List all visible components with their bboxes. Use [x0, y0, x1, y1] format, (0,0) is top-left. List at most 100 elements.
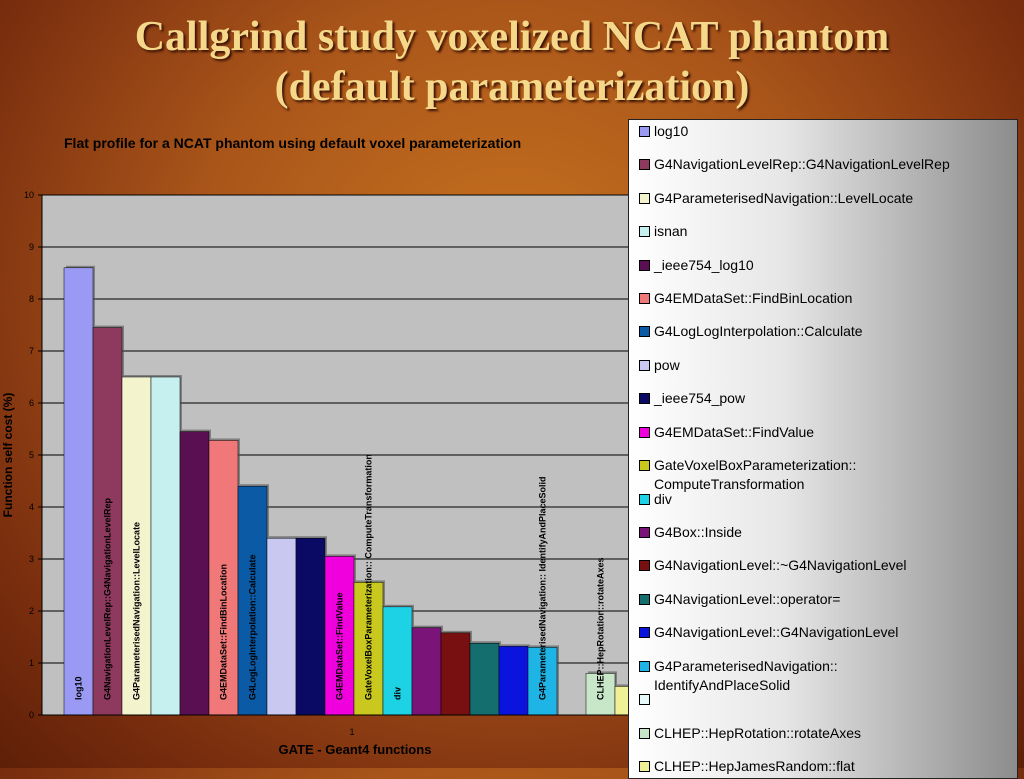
legend-swatch [639, 527, 650, 538]
bar-data-label: G4NavigationLevelRep::G4NavigationLevelR… [103, 497, 113, 700]
legend-swatch [639, 727, 650, 739]
legend-swatch [639, 259, 650, 271]
legend-label: IdentifyAndPlaceSolid [654, 676, 791, 693]
legend-swatch [639, 359, 650, 371]
legend-item: div [639, 490, 1011, 509]
bar [63, 267, 94, 716]
bar [324, 556, 355, 716]
legend-swatch [639, 393, 650, 405]
bar [295, 537, 326, 716]
bar [382, 606, 413, 716]
legend-label: G4LogLogInterpolation::Calculate [654, 323, 863, 340]
y-tick-label: 4 [29, 502, 34, 512]
legend-label: G4Box::Inside [654, 524, 742, 540]
slide-title: Callgrind study voxelized NCAT phantom (… [0, 12, 1024, 112]
legend-item: _ieee754_pow [639, 389, 1011, 408]
legend-label: div [654, 490, 672, 507]
bar [237, 485, 268, 716]
bar-data-label: G4ParameterisedNavigation:: IdentifyAndP… [538, 476, 548, 700]
legend-swatch [639, 126, 650, 137]
legend-swatch [639, 593, 650, 605]
legend-label: pow [654, 356, 680, 373]
y-tick-label: 7 [29, 346, 34, 356]
legend-label: G4NavigationLevel::operator= [654, 590, 841, 607]
y-tick-label: 0 [29, 710, 34, 720]
chart-area: Flat profile for a NCAT phantom using de… [0, 118, 1024, 768]
legend-item: log10 [639, 122, 1011, 141]
legend-item: G4ParameterisedNavigation::LevelLocate [639, 189, 1011, 208]
legend-label: G4EMDataSet::FindBinLocation [654, 290, 853, 306]
legend-label: G4ParameterisedNavigation::LevelLocate [654, 189, 914, 206]
slide-title-line1: Callgrind study voxelized NCAT phantom [134, 14, 890, 60]
legend-label: CLHEP::HepJamesRandom::flat [654, 758, 855, 774]
y-tick-label: 2 [29, 606, 34, 616]
bar [440, 632, 471, 716]
bar-data-label: G4LogLogInterpolation::Calculate [248, 555, 258, 701]
bar [121, 376, 152, 716]
bar [150, 376, 181, 716]
x-axis-title: GATE - Geant4 functions [279, 742, 432, 757]
bar-data-label: GateVoxelBoxParameterization:: ComputeTr… [364, 454, 374, 700]
bar-chart: Flat profile for a NCAT phantom using de… [1, 135, 646, 757]
y-tick-label: 8 [29, 294, 34, 304]
legend-swatch [639, 493, 650, 505]
bar [179, 431, 210, 716]
legend-item: pow [639, 356, 1011, 375]
legend-item: G4ParameterisedNavigation:: IdentifyAndPl… [639, 657, 1011, 695]
bar-data-label: G4EMDataSet::FindBinLocation [219, 564, 229, 700]
legend-label: G4NavigationLevel::~G4NavigationLevel [654, 557, 907, 574]
legend-swatch [639, 293, 650, 304]
legend-swatch [639, 192, 650, 204]
chart-title: Flat profile for a NCAT phantom using de… [64, 135, 521, 151]
bar-data-label: G4EMDataSet::FindValue [335, 592, 345, 700]
legend-label: _ieee754_pow [654, 390, 746, 407]
bar-data-label: div [393, 687, 403, 700]
y-tick-label: 10 [24, 190, 34, 200]
bar-data-label: log10 [74, 676, 84, 700]
bar [498, 646, 529, 716]
legend-swatch [639, 694, 650, 706]
legend-label: ComputeTransformation [654, 476, 805, 492]
y-tick-label: 1 [29, 658, 34, 668]
legend-swatch [639, 159, 650, 171]
bar [527, 647, 558, 716]
legend-label: G4NavigationLevel::G4NavigationLevel [654, 624, 899, 641]
bar-data-label: CLHEP::HepRotation::rotateAxes [596, 557, 606, 700]
bar [353, 582, 384, 716]
legend-item: GateVoxelBoxParameterization:: ComputeTra… [639, 456, 1011, 494]
legend-label: CLHEP::HepRotation::rotateAxes [654, 724, 861, 741]
legend-swatch [639, 426, 650, 438]
legend-label: _ieee754_log10 [654, 256, 754, 273]
legend-label: G4NavigationLevelRep::G4NavigationLevelR… [654, 156, 950, 173]
y-tick-label: 3 [29, 554, 34, 564]
legend-label: GateVoxelBoxParameterization:: [654, 457, 857, 473]
legend-swatch [639, 560, 650, 572]
legend-item: G4Box::Inside [639, 523, 1011, 542]
legend-item: G4NavigationLevelRep::G4NavigationLevelR… [639, 155, 1011, 174]
x-tick-label: 1 [349, 727, 354, 737]
bar [411, 627, 442, 716]
legend-item: G4NavigationLevel::G4NavigationLevel [639, 623, 1011, 642]
legend-item: CLHEP::HepJamesRandom::flat [639, 757, 1011, 776]
legend-item: G4LogLogInterpolation::Calculate [639, 322, 1011, 341]
legend-item: G4NavigationLevel::operator= [639, 590, 1011, 609]
y-axis-title: Function self cost (%) [1, 393, 15, 518]
legend-swatch [639, 761, 650, 772]
legend-swatch [639, 326, 650, 338]
legend-swatch [639, 226, 650, 238]
legend-item: G4EMDataSet::FindValue [639, 423, 1011, 442]
bar [266, 537, 297, 716]
legend-swatch [639, 627, 650, 639]
y-tick-label: 6 [29, 398, 34, 408]
legend-label: G4ParameterisedNavigation:: [654, 657, 838, 674]
slide-title-line2: (default parameterization) [274, 64, 750, 110]
legend-item: CLHEP::HepRotation::rotateAxes [639, 724, 1011, 743]
bar [469, 642, 500, 716]
legend-label: isnan [654, 223, 688, 240]
bar [208, 440, 239, 716]
bar-data-label: G4ParameterisedNavigation::LevelLocate [132, 522, 142, 700]
legend-swatch [639, 660, 650, 672]
y-tick-label: 9 [29, 242, 34, 252]
